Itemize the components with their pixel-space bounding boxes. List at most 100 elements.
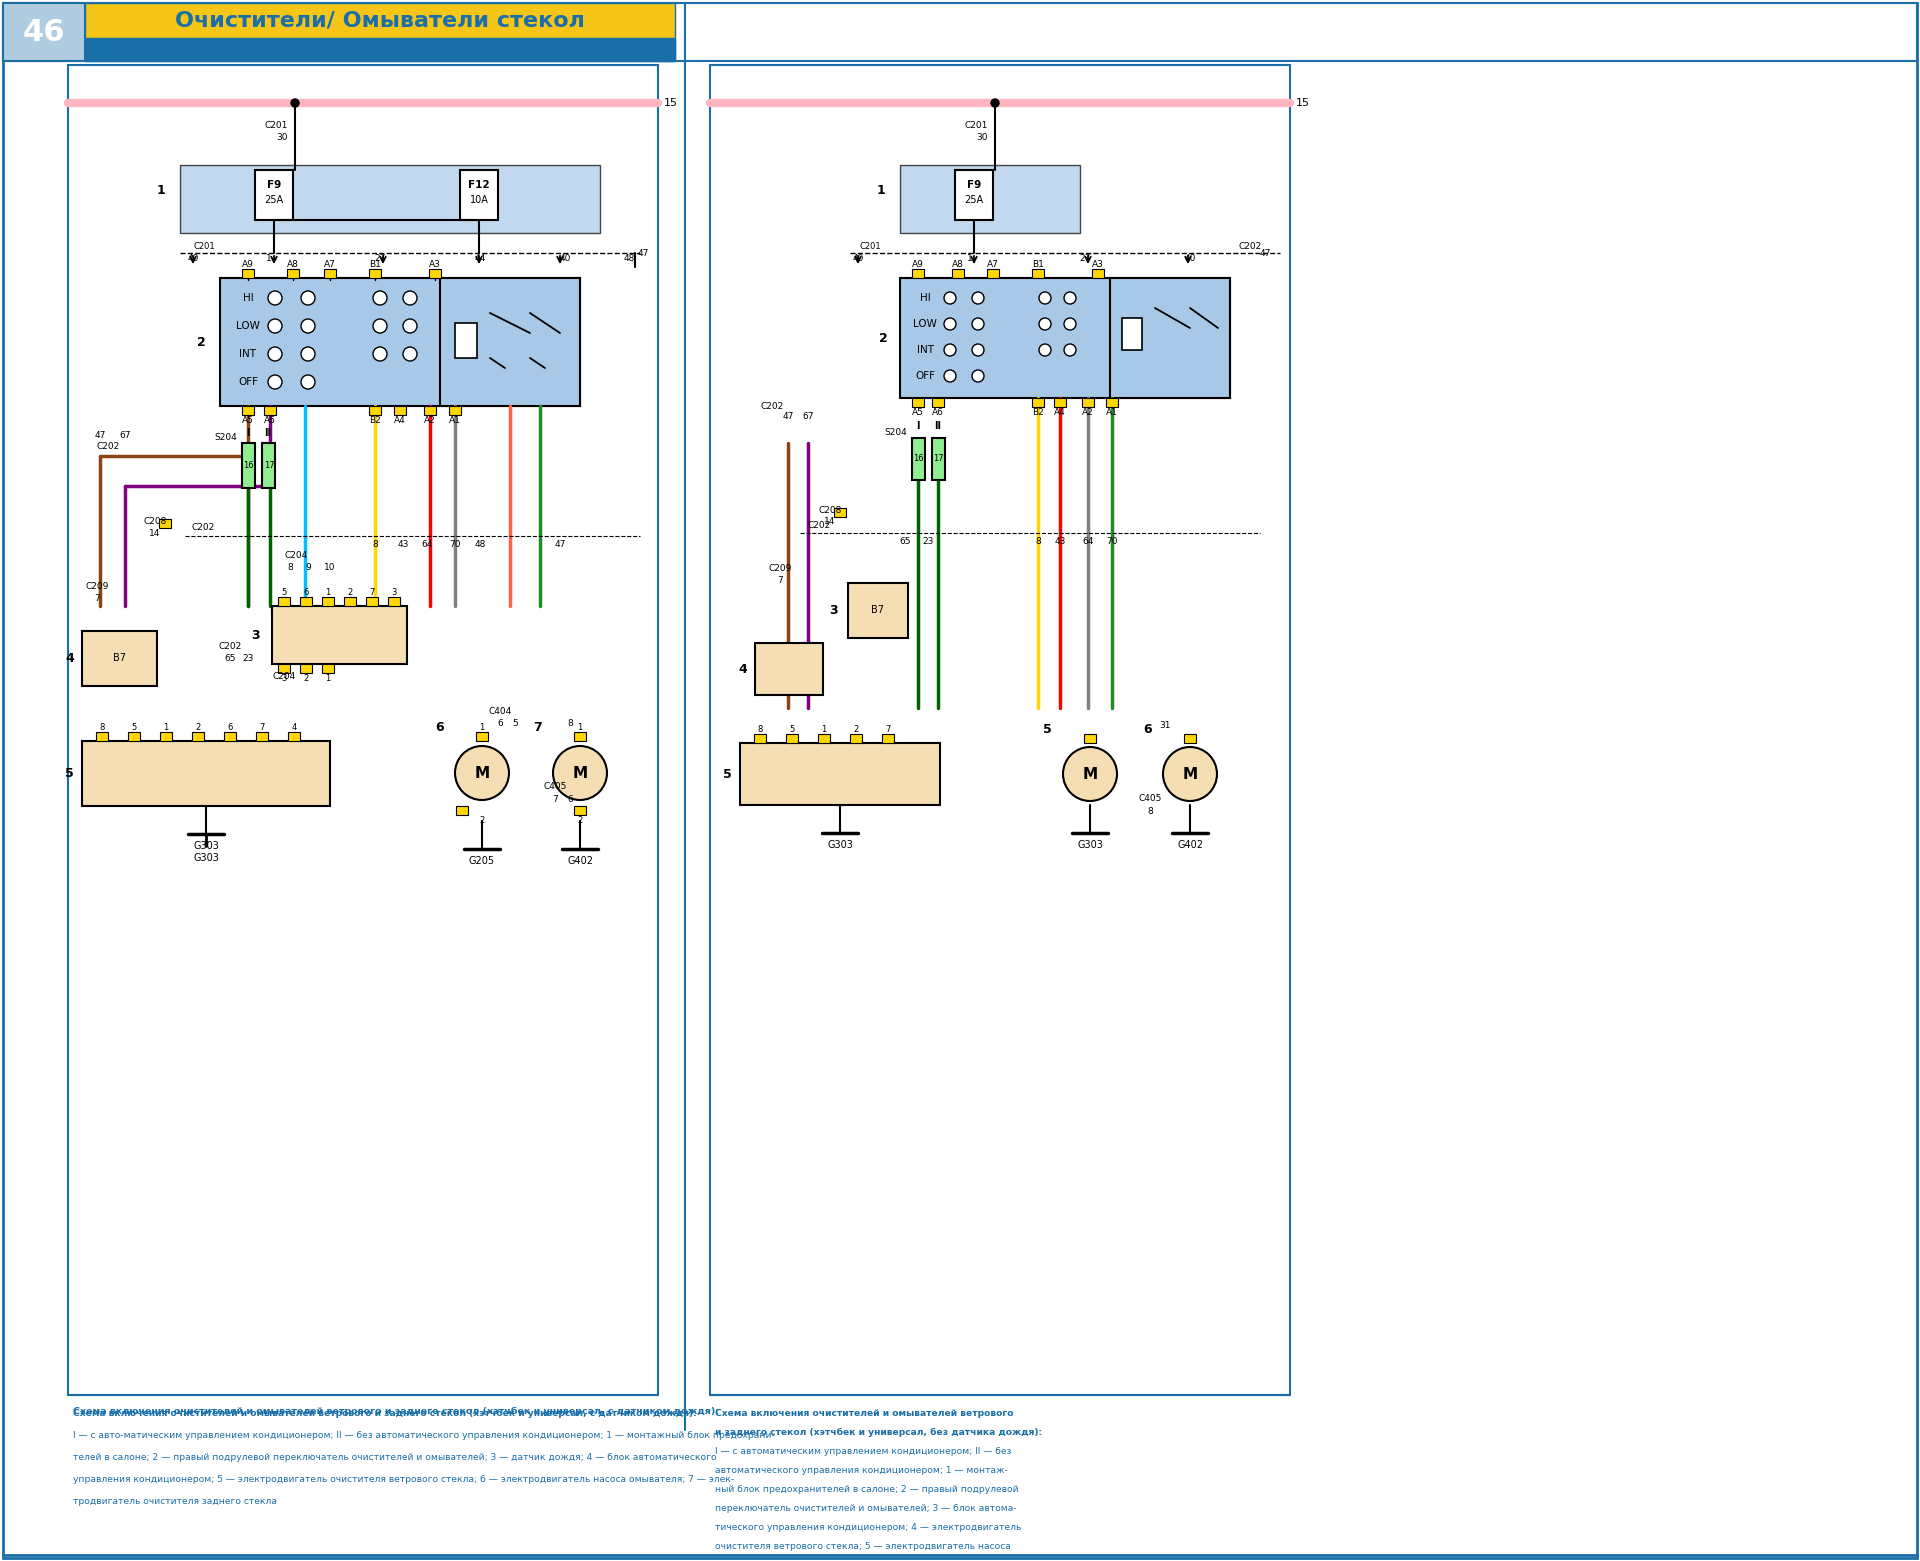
- Text: 25A: 25A: [964, 195, 983, 204]
- Text: 6: 6: [497, 718, 503, 727]
- Circle shape: [991, 98, 998, 108]
- Bar: [159, 518, 171, 528]
- Circle shape: [292, 98, 300, 108]
- Text: тического управления кондиционером; 4 — электродвигатель: тического управления кондиционером; 4 — …: [714, 1524, 1021, 1531]
- Circle shape: [301, 347, 315, 361]
- Circle shape: [269, 318, 282, 332]
- Text: 7: 7: [534, 721, 541, 734]
- Bar: [851, 734, 862, 743]
- Text: C201: C201: [964, 120, 989, 130]
- Circle shape: [1039, 292, 1050, 304]
- Text: 30: 30: [276, 133, 288, 142]
- Text: 15: 15: [1296, 98, 1309, 108]
- Circle shape: [945, 318, 956, 329]
- Text: 1: 1: [156, 184, 165, 197]
- Text: 23: 23: [242, 654, 253, 662]
- Circle shape: [1039, 318, 1050, 329]
- Text: B7: B7: [113, 652, 125, 663]
- Text: F9: F9: [267, 180, 280, 190]
- Text: F9: F9: [968, 180, 981, 190]
- Bar: [833, 507, 847, 517]
- Bar: [83, 631, 157, 685]
- Text: G303: G303: [194, 852, 219, 863]
- Text: 7: 7: [94, 593, 100, 603]
- Text: A1: A1: [1106, 407, 1117, 417]
- Bar: [1083, 398, 1094, 407]
- Text: 15: 15: [664, 98, 678, 108]
- Circle shape: [972, 292, 983, 304]
- Text: 47: 47: [555, 540, 566, 548]
- Bar: [457, 805, 468, 815]
- Text: 4: 4: [65, 651, 75, 665]
- Circle shape: [455, 746, 509, 799]
- Circle shape: [372, 347, 388, 361]
- Text: 6: 6: [1144, 723, 1152, 735]
- Circle shape: [403, 318, 417, 332]
- Bar: [175, 162, 607, 242]
- Text: 2: 2: [196, 723, 200, 732]
- Text: 9: 9: [305, 562, 311, 571]
- Text: A4: A4: [394, 415, 405, 425]
- Circle shape: [403, 290, 417, 304]
- Text: A7: A7: [324, 259, 336, 268]
- Circle shape: [372, 318, 388, 332]
- Text: 65: 65: [899, 537, 910, 545]
- Text: C202: C202: [1238, 242, 1261, 250]
- Text: Схема включения очистителей и омывателей ветрового и заднего стекол (хэтчбек и у: Схема включения очистителей и омывателей…: [73, 1410, 697, 1417]
- Text: очистителя ветрового стекла; 5 — электродвигатель насоса: очистителя ветрового стекла; 5 — электро…: [714, 1542, 1010, 1552]
- Bar: [83, 741, 330, 805]
- Text: 46: 46: [23, 17, 65, 47]
- Bar: [428, 268, 442, 278]
- Bar: [849, 582, 908, 638]
- Text: M: M: [1183, 766, 1198, 782]
- Circle shape: [945, 343, 956, 356]
- Text: II: II: [935, 421, 941, 431]
- Text: 2: 2: [480, 815, 484, 824]
- Bar: [300, 663, 311, 673]
- Text: 1: 1: [163, 723, 169, 732]
- Text: тродвигатель очистителя заднего стекла: тродвигатель очистителя заднего стекла: [73, 1497, 276, 1506]
- Text: C209: C209: [84, 582, 109, 590]
- Text: 5: 5: [724, 768, 732, 780]
- Bar: [1121, 318, 1142, 350]
- Text: телей в салоне; 2 — правый подрулевой переключатель очистителей и омывателей; 3 : телей в салоне; 2 — правый подрулевой пе…: [73, 1453, 716, 1463]
- Bar: [574, 805, 586, 815]
- Text: Очистители/ Омыватели стекол: Очистители/ Омыватели стекол: [175, 9, 586, 30]
- Text: 64: 64: [1083, 537, 1094, 545]
- Text: 25A: 25A: [265, 195, 284, 204]
- Text: 16: 16: [912, 454, 924, 462]
- Bar: [476, 732, 488, 741]
- Bar: [954, 170, 993, 220]
- Text: 1: 1: [822, 724, 828, 734]
- Text: 31: 31: [1160, 721, 1171, 729]
- Text: B2: B2: [369, 415, 380, 425]
- Bar: [273, 606, 407, 663]
- Text: 7: 7: [259, 723, 265, 732]
- Text: 14: 14: [150, 529, 161, 537]
- Bar: [1185, 734, 1196, 743]
- Circle shape: [1064, 748, 1117, 801]
- Text: и заднего стекол (хэтчбек и универсал, без датчика дождя):: и заднего стекол (хэтчбек и универсал, б…: [714, 1428, 1043, 1438]
- Text: 2: 2: [303, 673, 309, 682]
- Text: S204: S204: [885, 428, 908, 437]
- Text: 43: 43: [397, 540, 409, 548]
- Text: 30: 30: [977, 133, 989, 142]
- Text: 6: 6: [303, 587, 309, 596]
- Text: C204: C204: [273, 671, 296, 681]
- Bar: [931, 439, 945, 479]
- Text: C202: C202: [760, 401, 783, 411]
- Bar: [388, 596, 399, 606]
- Text: INT: INT: [916, 345, 933, 354]
- Text: 2: 2: [879, 331, 887, 345]
- Text: 23: 23: [922, 537, 933, 545]
- Text: 5: 5: [789, 724, 795, 734]
- Bar: [1033, 268, 1044, 278]
- Text: M: M: [474, 765, 490, 780]
- Text: A3: A3: [1092, 259, 1104, 268]
- Bar: [324, 268, 336, 278]
- Text: 1: 1: [480, 723, 484, 732]
- Text: B7: B7: [872, 606, 885, 615]
- Text: B1: B1: [369, 259, 380, 268]
- Circle shape: [372, 290, 388, 304]
- Bar: [278, 596, 290, 606]
